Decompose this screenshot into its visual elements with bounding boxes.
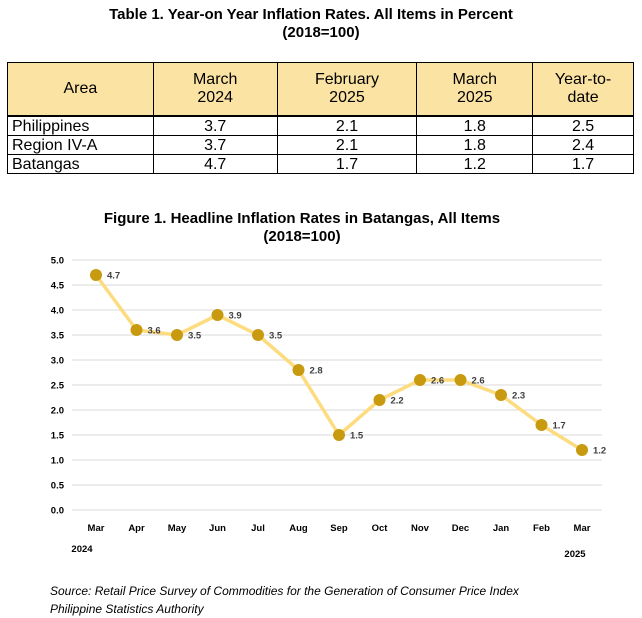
value-cell: 2.1 — [276, 115, 418, 136]
y-tick-label: 3.0 — [51, 356, 64, 367]
year-label-start: 2024 — [71, 544, 93, 555]
data-point — [130, 324, 143, 336]
header-march-2025: March 2025 — [416, 62, 534, 117]
x-tick-label: Feb — [533, 523, 550, 534]
y-tick-label: 0.0 — [51, 506, 64, 517]
y-tick-label: 5.0 — [51, 256, 64, 267]
y-tick-label: 2.0 — [51, 406, 64, 417]
data-point — [211, 309, 224, 321]
value-cell: 1.8 — [416, 135, 534, 155]
value-cell: 1.7 — [276, 154, 418, 174]
value-cell: 3.7 — [152, 135, 278, 155]
value-cell: 2.5 — [532, 115, 634, 136]
value-cell: 3.7 — [152, 115, 278, 136]
data-label: 2.8 — [310, 366, 323, 377]
data-point — [414, 374, 426, 386]
data-point — [171, 329, 183, 341]
header-year-to-date: Year-to-date — [532, 62, 634, 117]
data-point — [252, 329, 264, 341]
x-tick-label: Jul — [251, 523, 265, 534]
data-label: 3.6 — [148, 326, 161, 337]
data-label: 2.6 — [431, 376, 444, 387]
data-point — [90, 269, 102, 281]
header-february-2025: February 2025 — [276, 62, 418, 117]
area-cell: Philippines — [7, 115, 154, 136]
table-title-block: Table 1. Year-on Year Inflation Rates. A… — [0, 6, 642, 42]
value-cell: 1.7 — [532, 154, 634, 174]
x-tick-label: Oct — [372, 523, 389, 534]
value-cell: 4.7 — [152, 154, 278, 174]
data-point — [495, 389, 507, 401]
area-cell: Region IV-A — [7, 135, 154, 155]
x-tick-label: Jan — [493, 523, 510, 534]
inflation-table: Area March 2024 February 2025 March 2025 Ye… — [7, 62, 634, 174]
data-point — [373, 394, 386, 406]
x-tick-label: Sep — [330, 523, 348, 534]
x-tick-label: Nov — [411, 523, 430, 534]
series-line — [94, 273, 584, 452]
header-area: Area — [7, 62, 154, 117]
table-row: Philippines 3.7 2.1 1.8 2.5 — [7, 115, 634, 136]
line-chart: 0.0 0.5 1.0 1.5 2.0 2.5 3.0 3.5 4.0 4.5 5.0 Mar Apr M… — [51, 256, 606, 561]
y-tick-label: 3.5 — [51, 331, 65, 342]
x-tick-label: Aug — [289, 523, 308, 534]
x-tick-label: Apr — [128, 523, 145, 534]
source-line-2: Philippine Statistics Authority — [50, 602, 204, 616]
data-label: 1.2 — [593, 446, 606, 457]
y-tick-label: 4.5 — [51, 281, 65, 292]
data-label: 1.5 — [350, 431, 364, 442]
figure-title: Figure 1. Headline Inflation Rates in Ba… — [103, 210, 501, 227]
value-cell: 1.8 — [416, 115, 534, 136]
data-point — [454, 374, 467, 386]
table-title: Table 1. Year-on Year Inflation Rates. A… — [109, 6, 513, 23]
x-tick-label: Mar — [574, 523, 591, 534]
x-tick-label: May — [168, 523, 187, 534]
value-cell: 1.2 — [416, 154, 534, 174]
year-label-end: 2025 — [564, 549, 586, 560]
y-tick-label: 1.0 — [51, 456, 64, 467]
x-tick-label: Mar — [88, 523, 105, 534]
data-label: 3.5 — [269, 331, 283, 342]
data-point — [333, 429, 345, 441]
data-label: 2.3 — [512, 391, 525, 402]
value-cell: 2.4 — [532, 135, 634, 155]
data-point — [576, 444, 588, 456]
y-tick-label: 1.5 — [51, 431, 65, 442]
data-point — [535, 419, 548, 431]
table-row: Batangas 4.7 1.7 1.2 1.7 — [7, 154, 634, 174]
y-tick-label: 0.5 — [51, 481, 65, 492]
x-tick-label: Dec — [452, 523, 469, 534]
value-cell: 2.1 — [276, 135, 418, 155]
figure-subtitle: (2018=100) — [263, 228, 341, 245]
data-label: 3.9 — [229, 311, 242, 322]
table-subtitle: (2018=100) — [282, 24, 360, 41]
data-label: 4.7 — [107, 271, 120, 282]
area-cell: Batangas — [7, 154, 154, 174]
source-line-1: Source: Retail Price Survey of Commoditi… — [50, 584, 519, 598]
y-tick-label: 4.0 — [51, 306, 64, 317]
header-march-2024: March 2024 — [152, 62, 278, 117]
data-label: 3.5 — [188, 331, 202, 342]
x-tick-label: Jun — [209, 523, 226, 534]
data-label: 2.6 — [472, 376, 485, 387]
data-label: 1.7 — [553, 421, 566, 432]
table-header-row: Area March 2024 February 2025 March 2025 Ye… — [7, 62, 634, 117]
source-note: Source: Retail Price Survey of Commoditi… — [50, 582, 519, 618]
data-point — [292, 364, 305, 376]
y-tick-label: 2.5 — [51, 381, 65, 392]
table-row: Region IV-A 3.7 2.1 1.8 2.4 — [7, 135, 634, 155]
figure-title-block: Figure 1. Headline Inflation Rates in Ba… — [0, 210, 604, 246]
data-label: 2.2 — [391, 396, 404, 407]
